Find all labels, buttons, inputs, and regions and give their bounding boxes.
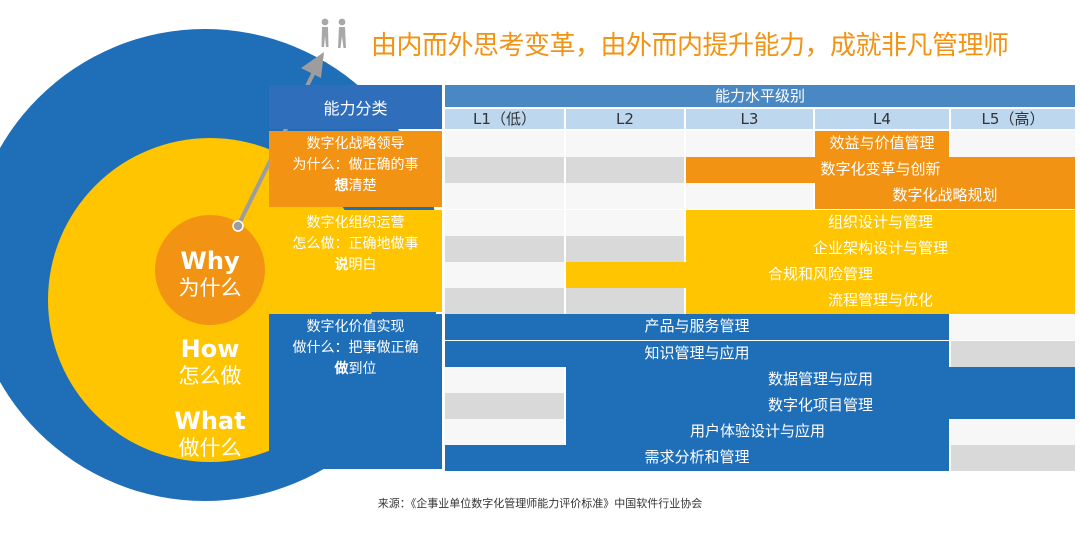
empty-level-cell: [445, 157, 564, 184]
what-en: What: [174, 407, 246, 435]
capability-bar: 知识管理与应用: [445, 340, 949, 367]
category-description: 做什么：把事做正确: [292, 340, 419, 357]
empty-level-cell: [445, 393, 564, 419]
empty-level-cell: [445, 288, 564, 315]
empty-level-cell: [566, 235, 684, 262]
empty-level-cell: [445, 183, 564, 210]
level-l5: L5（高）: [951, 109, 1075, 129]
empty-level-cell: [445, 131, 564, 157]
empty-level-cell: [951, 131, 1075, 157]
how-en: How: [180, 335, 240, 363]
empty-level-cell: [566, 131, 684, 157]
category-cell: 数字化价值实现 做什么：把事做正确做到位: [269, 314, 442, 470]
how-label: How 怎么做: [160, 335, 260, 388]
empty-level-cell: [445, 262, 564, 288]
category-summary-emphasis: 做: [334, 361, 349, 378]
what-zh: 做什么: [178, 435, 242, 460]
category-title: 数字化战略领导: [306, 136, 405, 152]
category-summary-emphasis: 想: [334, 178, 349, 194]
empty-level-cell: [566, 183, 684, 210]
how-zh: 怎么做: [178, 363, 242, 388]
empty-level-cell: [445, 419, 564, 446]
category-summary: 想清楚: [269, 176, 442, 197]
why-zh: 为什么: [178, 275, 242, 300]
arrow-origin-dot: [232, 220, 244, 232]
level-l1: L1（低）: [445, 109, 564, 129]
capability-bar: 效益与价值管理: [815, 131, 949, 157]
what-label: What 做什么: [160, 407, 260, 460]
empty-level-cell: [566, 157, 684, 184]
level-l3: L3: [686, 109, 813, 129]
why-circle: [155, 215, 265, 325]
category-summary-rest: 明白: [348, 256, 377, 273]
capability-bar: 数字化项目管理: [566, 393, 1075, 419]
category-summary-rest: 到位: [348, 361, 377, 378]
why-en: Why: [180, 247, 240, 275]
empty-level-cell: [951, 314, 1075, 341]
category-cell: 数字化战略领导 为什么：做正确的事想清楚: [269, 131, 442, 208]
empty-level-cell: [445, 235, 564, 262]
capability-bar: 数字化变革与创新: [686, 157, 1075, 184]
empty-level-cell: [566, 288, 684, 315]
empty-level-cell: [445, 366, 564, 393]
category-cell: 数字化组织运营 怎么做：正确地做事说明白: [269, 209, 442, 313]
capability-bar: 企业架构设计与管理: [686, 235, 1075, 262]
category-title: 数字化价值实现: [306, 319, 405, 336]
capability-bar: 合规和风险管理: [566, 262, 1075, 288]
capability-bar: 数字化战略规划: [815, 183, 1075, 210]
category-header: 能力分类: [269, 85, 442, 129]
empty-level-cell: [951, 340, 1075, 367]
empty-level-cell: [951, 445, 1075, 472]
empty-level-cell: [445, 209, 564, 236]
capability-bar: 数据管理与应用: [566, 366, 1075, 393]
people-icon: [321, 18, 346, 48]
level-l4: L4: [815, 109, 949, 129]
empty-level-cell: [951, 419, 1075, 446]
arrow-head: [301, 52, 324, 78]
capability-bar: 用户体验设计与应用: [566, 419, 949, 446]
category-summary: 说明白: [269, 255, 442, 276]
empty-level-cell: [566, 209, 684, 236]
empty-level-cell: [686, 183, 813, 210]
category-description: 为什么：做正确的事: [292, 157, 419, 173]
category-description: 怎么做：正确地做事: [292, 235, 419, 252]
level-l2: L2: [566, 109, 684, 129]
headline: 由内而外思考变革，由外而内提升能力，成就非凡管理师: [371, 31, 1009, 61]
category-summary-rest: 清楚: [348, 178, 377, 194]
capability-bar: 需求分析和管理: [445, 445, 949, 472]
capability-bar: 流程管理与优化: [686, 288, 1075, 315]
category-summary-emphasis: 说: [334, 256, 349, 273]
category-summary: 做到位: [269, 359, 442, 380]
why-label: Why 为什么: [160, 247, 260, 300]
capability-bar: 产品与服务管理: [445, 314, 949, 341]
category-title: 数字化组织运营: [306, 214, 405, 231]
capability-bar: 组织设计与管理: [686, 209, 1075, 236]
empty-level-cell: [686, 131, 813, 157]
source-note: 来源：《企事业单位数字化管理师能力评价标准》中国软件行业协会: [377, 497, 703, 510]
level-header: 能力水平级别: [445, 85, 1075, 107]
